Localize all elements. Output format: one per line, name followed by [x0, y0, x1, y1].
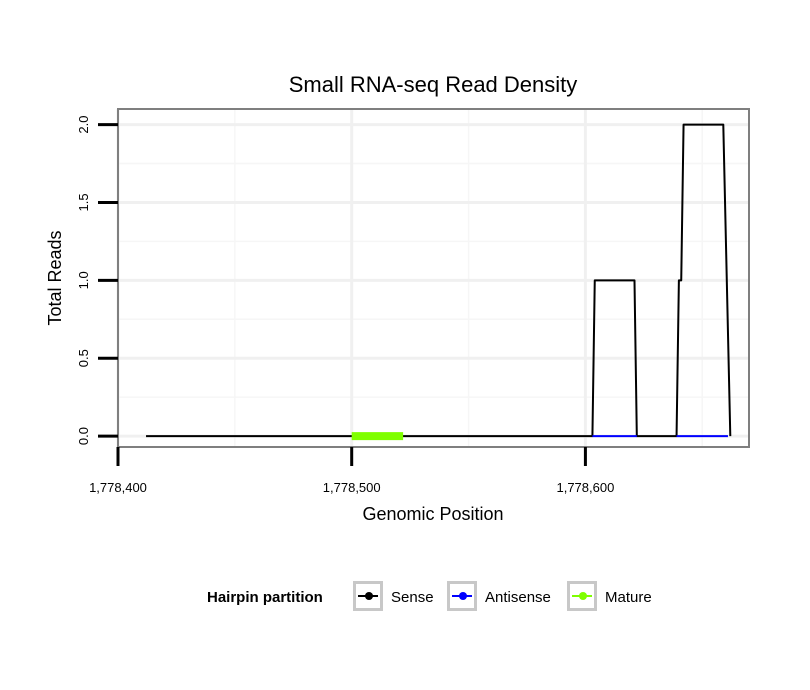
legend-key-sense [353, 581, 383, 611]
legend-dot [579, 592, 587, 600]
x-tick-label: 1,778,400 [89, 480, 147, 495]
y-tick-label: 1.0 [76, 271, 91, 289]
legend-title: Hairpin partition [207, 589, 323, 606]
x-axis: 1,778,400 1,778,500 1,778,600 [89, 447, 614, 495]
legend-dot [459, 592, 467, 600]
legend-label-antisense: Antisense [485, 589, 551, 606]
panel-background [118, 109, 749, 447]
x-tick-label: 1,778,500 [323, 480, 381, 495]
legend-key-antisense [447, 581, 477, 611]
y-tick-label: 1.5 [76, 193, 91, 211]
legend-key-mature [567, 581, 597, 611]
legend-dot [365, 592, 373, 600]
panel-border [117, 108, 750, 448]
y-tick-label: 0.5 [76, 349, 91, 367]
legend-label-sense: Sense [391, 589, 434, 606]
series-group [146, 123, 732, 441]
y-tick-label: 0.0 [76, 427, 91, 445]
legend-label-mature: Mature [605, 589, 652, 606]
y-tick-label: 2.0 [76, 116, 91, 134]
y-axis: 0.0 0.5 1.0 1.5 2.0 [76, 116, 118, 445]
x-axis-label: Genomic Position [362, 504, 503, 524]
chart-title: Small RNA-seq Read Density [289, 72, 578, 97]
legend: Hairpin partition Sense Antisense Mature [0, 578, 810, 618]
y-axis-label: Total Reads [45, 230, 65, 325]
x-tick-label: 1,778,600 [556, 480, 614, 495]
